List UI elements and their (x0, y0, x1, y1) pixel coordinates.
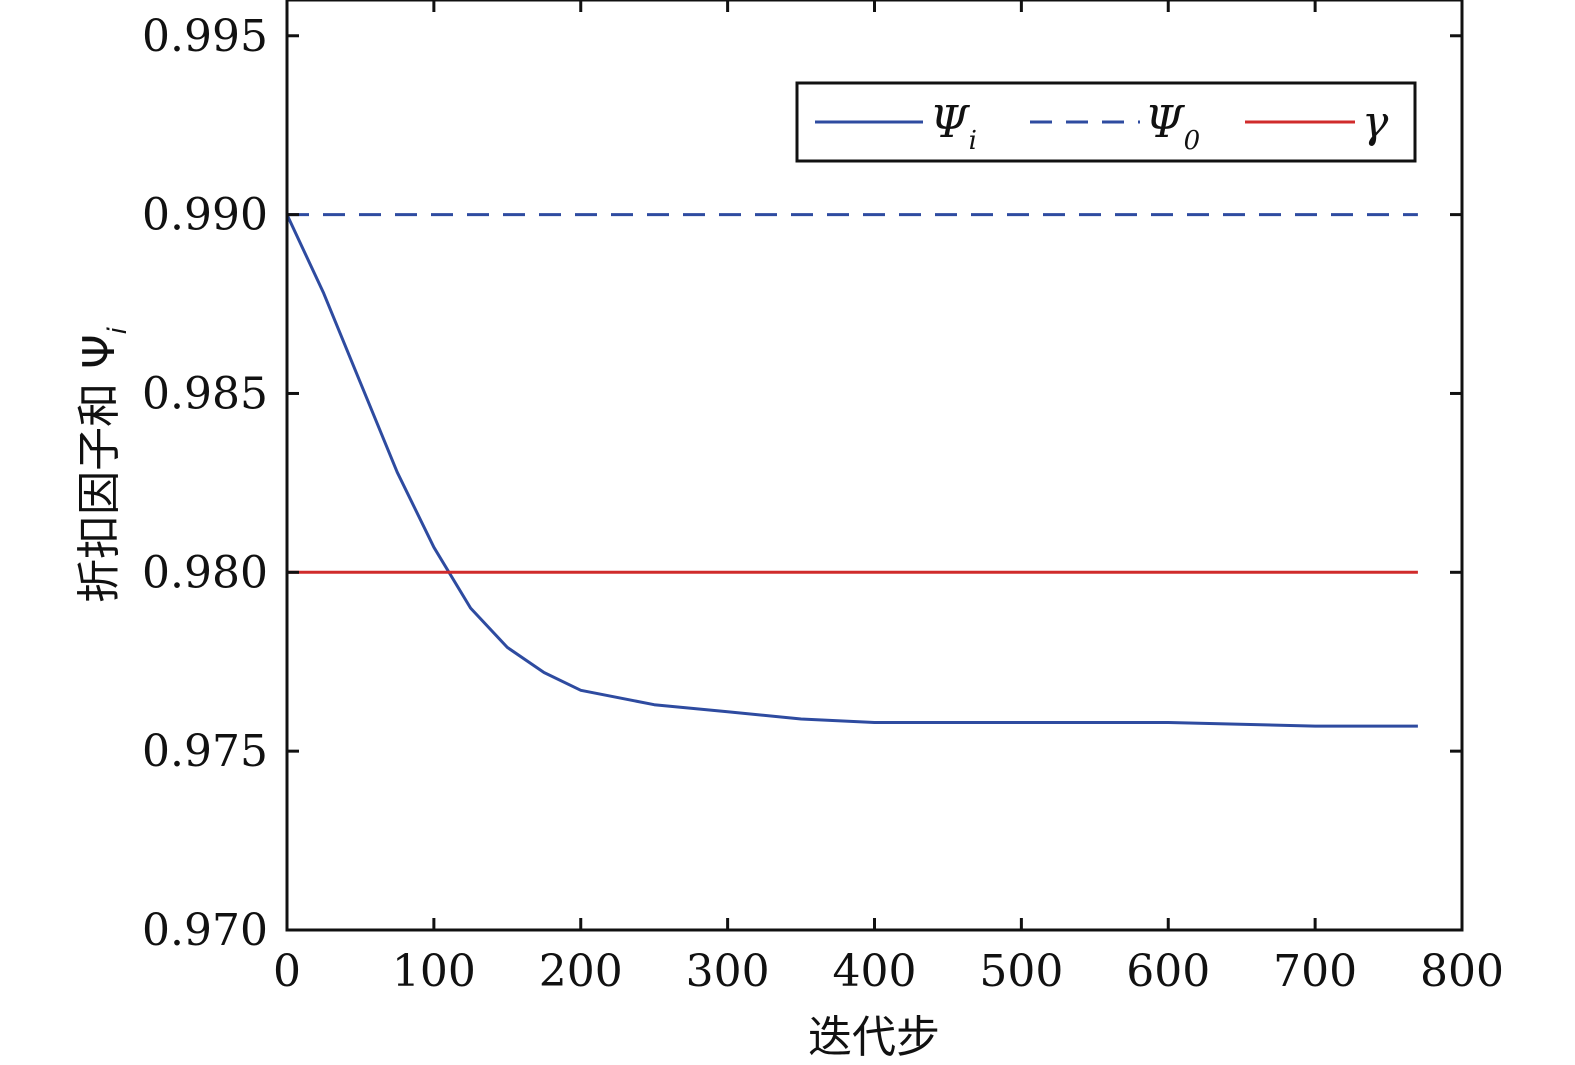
y-tick-label: 0.980 (142, 547, 268, 598)
series-layer (285, 213, 1418, 728)
legend-name-psi-0: Ψ (1145, 97, 1185, 148)
y-axis-title-main: 折扣因子和 Ψ (74, 334, 125, 603)
x-tick-label: 600 (1126, 946, 1210, 997)
legend-name-psi-i: Ψ (930, 97, 970, 148)
x-tick-label: 700 (1273, 946, 1357, 997)
x-tick-label: 400 (833, 946, 917, 997)
ticks-layer: 0 100 200 300 400 500 600 700 800 0.970 0.975 0.980… (142, 0, 1504, 997)
x-tick-label: 200 (539, 946, 623, 997)
y-tick-label: 0.995 (142, 11, 268, 62)
legend: Ψi Ψ0 γ (795, 81, 1417, 163)
y-tick-label: 0.975 (142, 726, 268, 777)
legend-sub-psi-i: i (969, 126, 977, 156)
series-line-0 (285, 213, 1418, 728)
legend-label-gamma: γ (1362, 97, 1389, 148)
x-tick-label: 100 (392, 946, 476, 997)
legend-label-psi-i: Ψi (930, 97, 977, 156)
x-axis-title: 迭代步 (808, 1012, 940, 1063)
x-tick-label: 500 (979, 946, 1063, 997)
legend-label-psi-0: Ψ0 (1145, 97, 1200, 156)
x-tick-label: 300 (686, 946, 770, 997)
y-axis-title-sub: i (103, 326, 133, 334)
x-tick-label: 800 (1420, 946, 1504, 997)
y-tick-label: 0.970 (142, 905, 268, 956)
legend-sub-psi-0: 0 (1184, 126, 1201, 156)
y-tick-label: 0.985 (142, 368, 268, 419)
y-tick-label: 0.990 (142, 190, 268, 241)
x-tick-label: 0 (273, 946, 301, 997)
y-axis-title: 折扣因子和 Ψi (74, 326, 133, 603)
